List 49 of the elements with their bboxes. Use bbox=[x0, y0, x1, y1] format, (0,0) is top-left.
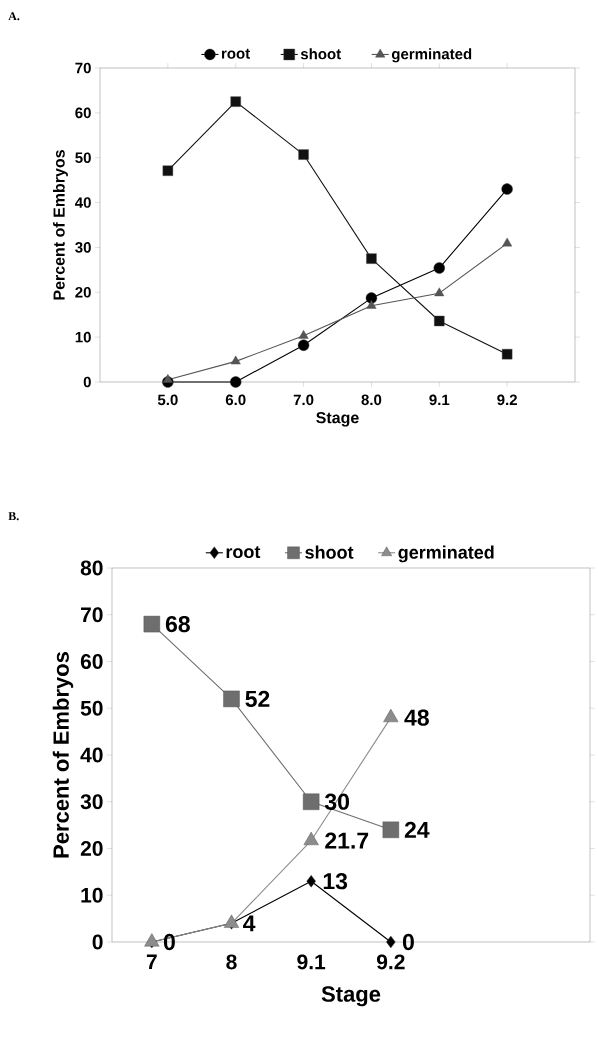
text: B. bbox=[8, 512, 19, 521]
legend-label: root bbox=[226, 546, 261, 559]
x-axis-title: Stage bbox=[316, 412, 359, 427]
data-label: 52 bbox=[245, 690, 270, 708]
y-tick-label: 10 bbox=[75, 331, 91, 343]
y-tick-label: 60 bbox=[75, 107, 91, 119]
y-tick-label: 20 bbox=[75, 286, 91, 298]
x-tick-label: 8 bbox=[226, 954, 237, 970]
data-label: 24 bbox=[404, 821, 430, 838]
data-label: 68 bbox=[165, 615, 190, 633]
x-tick-label: 9.2 bbox=[376, 954, 405, 970]
x-tick-label: 8.0 bbox=[361, 394, 382, 406]
y-tick-label: 20 bbox=[80, 841, 103, 856]
data-label: 30 bbox=[324, 793, 350, 810]
x-tick-label: 9.1 bbox=[297, 954, 326, 970]
y-tick-label: 0 bbox=[83, 376, 91, 388]
data-label: 21.7 bbox=[325, 832, 369, 849]
y-axis-title: Percent of Embryos bbox=[52, 652, 74, 858]
y-tick-label: 30 bbox=[80, 794, 103, 810]
y-tick-label: 40 bbox=[80, 747, 103, 763]
legend-label: root bbox=[221, 48, 250, 59]
x-tick-label: 7.0 bbox=[293, 394, 314, 406]
legend-label: shoot bbox=[300, 48, 341, 60]
x-tick-label: 5.0 bbox=[157, 394, 178, 406]
legend-label: germinated bbox=[391, 48, 472, 63]
chart-title: A. bbox=[8, 12, 20, 21]
data-label: 4 bbox=[243, 915, 256, 932]
y-tick-label: 10 bbox=[81, 887, 103, 903]
y-tick-label: 50 bbox=[75, 152, 91, 164]
y-tick-label: 40 bbox=[75, 197, 91, 208]
x-tick-label: 9.1 bbox=[429, 394, 450, 406]
y-tick-label: 50 bbox=[80, 700, 103, 716]
x-axis-title: Stage bbox=[321, 986, 381, 1007]
y-tick-label: 0 bbox=[92, 934, 103, 950]
x-tick-label: 6.0 bbox=[225, 394, 246, 406]
data-label: 0 bbox=[163, 933, 175, 951]
x-tick-label: 7 bbox=[146, 954, 157, 969]
data-label: 13 bbox=[323, 873, 348, 890]
y-tick-label: 70 bbox=[75, 62, 91, 74]
y-tick-label: 70 bbox=[81, 607, 103, 623]
y-tick-label: 30 bbox=[75, 242, 91, 253]
data-label: 0 bbox=[402, 933, 414, 951]
y-axis-title: Percent of Embryos bbox=[53, 150, 68, 300]
x-tick-label: 9.2 bbox=[497, 394, 517, 406]
legend-label: germinated bbox=[398, 545, 494, 563]
data-label: 48 bbox=[404, 709, 429, 726]
y-tick-label: 80 bbox=[80, 560, 103, 576]
y-tick-label: 60 bbox=[80, 654, 103, 669]
legend-label: shoot bbox=[305, 545, 354, 559]
